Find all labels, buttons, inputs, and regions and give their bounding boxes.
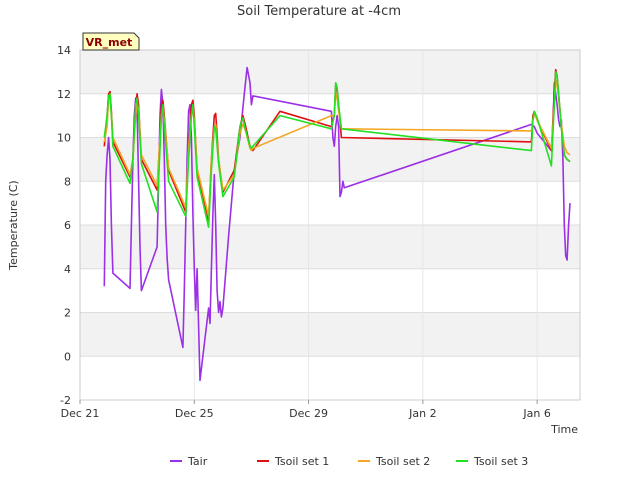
y-axis-label: Temperature (C) [7,180,20,270]
series-lines [103,66,571,382]
series-line-tsoil-set-3 [103,71,571,228]
x-axis-label: Time [550,423,578,436]
chart-title: Soil Temperature at -4cm [237,4,401,19]
y-tick-label: 10 [57,132,71,145]
y-tick-label: 8 [64,175,71,188]
y-tick-label: 12 [57,88,71,101]
y-tick-label: 4 [64,263,71,276]
y-tick-label: 0 [64,350,71,363]
legend-label: Tair [187,455,208,468]
background-band [80,181,580,225]
x-tick-label: Jan 2 [408,407,436,420]
background-band [80,356,580,400]
y-tick-label: 2 [64,307,71,320]
x-tick-label: Dec 21 [61,407,100,420]
station-badge: VR_met [82,32,140,51]
x-tick-label: Jan 6 [522,407,550,420]
y-axis-ticks: -2 0 2 4 6 8 10 12 14 [57,44,71,407]
y-tick-label: 14 [57,44,71,57]
series-line-tair [103,66,571,382]
legend-label: Tsoil set 3 [473,455,528,468]
x-tick-label: Dec 25 [175,407,214,420]
legend-label: Tsoil set 1 [274,455,329,468]
y-tick-label: -2 [60,394,71,407]
y-tick-label: 6 [64,219,71,232]
background-band [80,137,580,182]
x-axis-ticks: Dec 21 Dec 25 Dec 29 Jan 2 Jan 6 [61,400,551,420]
background-band [80,268,580,313]
plot-area-border [79,49,581,401]
background-band [80,225,580,269]
station-badge-shape [82,32,140,51]
background-band [80,50,580,94]
legend: Tair Tsoil set 1 Tsoil set 2 Tsoil set 3 [170,455,528,468]
plot-background-bands [80,50,580,400]
x-tick-label: Dec 29 [289,407,328,420]
background-band [80,312,580,357]
station-badge-label: VR_met [86,36,133,49]
legend-label: Tsoil set 2 [375,455,430,468]
